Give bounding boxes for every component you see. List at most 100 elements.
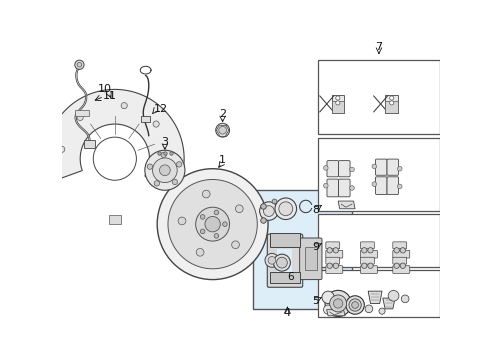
Bar	[270, 233, 300, 247]
Text: 4: 4	[284, 308, 291, 318]
Bar	[305, 247, 317, 270]
Circle shape	[323, 183, 328, 188]
Circle shape	[336, 101, 340, 105]
Circle shape	[368, 248, 373, 253]
Circle shape	[325, 291, 351, 316]
Circle shape	[327, 263, 332, 269]
Bar	[386, 101, 398, 113]
Circle shape	[75, 60, 84, 69]
FancyBboxPatch shape	[387, 177, 398, 194]
Circle shape	[202, 190, 210, 198]
Circle shape	[178, 217, 186, 225]
FancyBboxPatch shape	[375, 159, 387, 175]
Circle shape	[214, 210, 219, 215]
Circle shape	[362, 248, 367, 253]
Polygon shape	[383, 298, 395, 309]
Circle shape	[232, 241, 239, 249]
FancyBboxPatch shape	[387, 159, 398, 175]
Circle shape	[147, 164, 152, 169]
Circle shape	[322, 291, 334, 303]
Circle shape	[260, 202, 278, 220]
Circle shape	[154, 181, 160, 186]
Bar	[141, 116, 150, 122]
Circle shape	[145, 150, 185, 190]
Circle shape	[394, 248, 399, 253]
Text: 7: 7	[375, 42, 383, 52]
Circle shape	[346, 296, 365, 314]
Circle shape	[334, 299, 343, 308]
FancyBboxPatch shape	[326, 242, 340, 249]
Bar	[332, 95, 344, 113]
Bar	[109, 215, 121, 224]
Circle shape	[333, 248, 339, 253]
FancyBboxPatch shape	[393, 257, 407, 264]
Circle shape	[168, 180, 257, 269]
Polygon shape	[368, 291, 382, 303]
Circle shape	[397, 166, 402, 171]
Text: 11: 11	[103, 91, 117, 101]
Text: 1: 1	[219, 155, 225, 165]
Circle shape	[205, 216, 220, 232]
Circle shape	[200, 229, 205, 234]
Circle shape	[268, 256, 276, 264]
FancyBboxPatch shape	[300, 238, 322, 280]
Bar	[276, 249, 292, 272]
Circle shape	[323, 305, 333, 314]
Circle shape	[152, 158, 177, 183]
Circle shape	[121, 103, 127, 109]
Circle shape	[323, 166, 328, 170]
FancyBboxPatch shape	[327, 161, 339, 177]
Circle shape	[176, 162, 182, 167]
Text: 6: 6	[287, 271, 294, 282]
Circle shape	[216, 123, 229, 137]
Circle shape	[350, 186, 354, 190]
Circle shape	[401, 295, 409, 303]
Text: 8: 8	[312, 204, 319, 215]
FancyBboxPatch shape	[393, 250, 410, 258]
Circle shape	[352, 302, 359, 309]
Circle shape	[379, 308, 385, 314]
Circle shape	[77, 114, 83, 121]
Circle shape	[390, 96, 394, 100]
Bar	[332, 101, 344, 113]
Text: 3: 3	[161, 137, 169, 147]
Circle shape	[219, 126, 226, 134]
FancyBboxPatch shape	[393, 266, 410, 274]
Circle shape	[93, 137, 136, 180]
Polygon shape	[338, 201, 355, 209]
Circle shape	[397, 184, 402, 189]
Circle shape	[368, 263, 373, 269]
Bar	[270, 272, 300, 283]
Circle shape	[275, 198, 296, 220]
Circle shape	[222, 222, 227, 226]
FancyBboxPatch shape	[339, 161, 350, 177]
Circle shape	[265, 253, 279, 267]
Polygon shape	[327, 310, 345, 316]
Circle shape	[159, 165, 171, 176]
Circle shape	[196, 207, 229, 241]
Text: 2: 2	[219, 109, 226, 119]
Bar	[84, 140, 95, 148]
Circle shape	[400, 248, 406, 253]
Circle shape	[157, 169, 268, 280]
Bar	[318, 60, 440, 134]
FancyBboxPatch shape	[361, 266, 377, 274]
FancyBboxPatch shape	[375, 177, 387, 194]
Circle shape	[279, 202, 293, 216]
Text: 12: 12	[154, 104, 168, 114]
Circle shape	[388, 291, 399, 301]
Circle shape	[200, 215, 205, 219]
Circle shape	[236, 205, 243, 213]
Circle shape	[59, 146, 65, 152]
Circle shape	[330, 295, 346, 312]
Circle shape	[372, 164, 377, 169]
Circle shape	[276, 257, 287, 268]
Circle shape	[349, 299, 361, 311]
Bar	[318, 138, 440, 211]
FancyBboxPatch shape	[361, 257, 374, 264]
Circle shape	[372, 182, 377, 186]
Text: 5: 5	[312, 296, 319, 306]
FancyBboxPatch shape	[361, 250, 377, 258]
Circle shape	[394, 263, 399, 269]
Circle shape	[172, 179, 177, 185]
